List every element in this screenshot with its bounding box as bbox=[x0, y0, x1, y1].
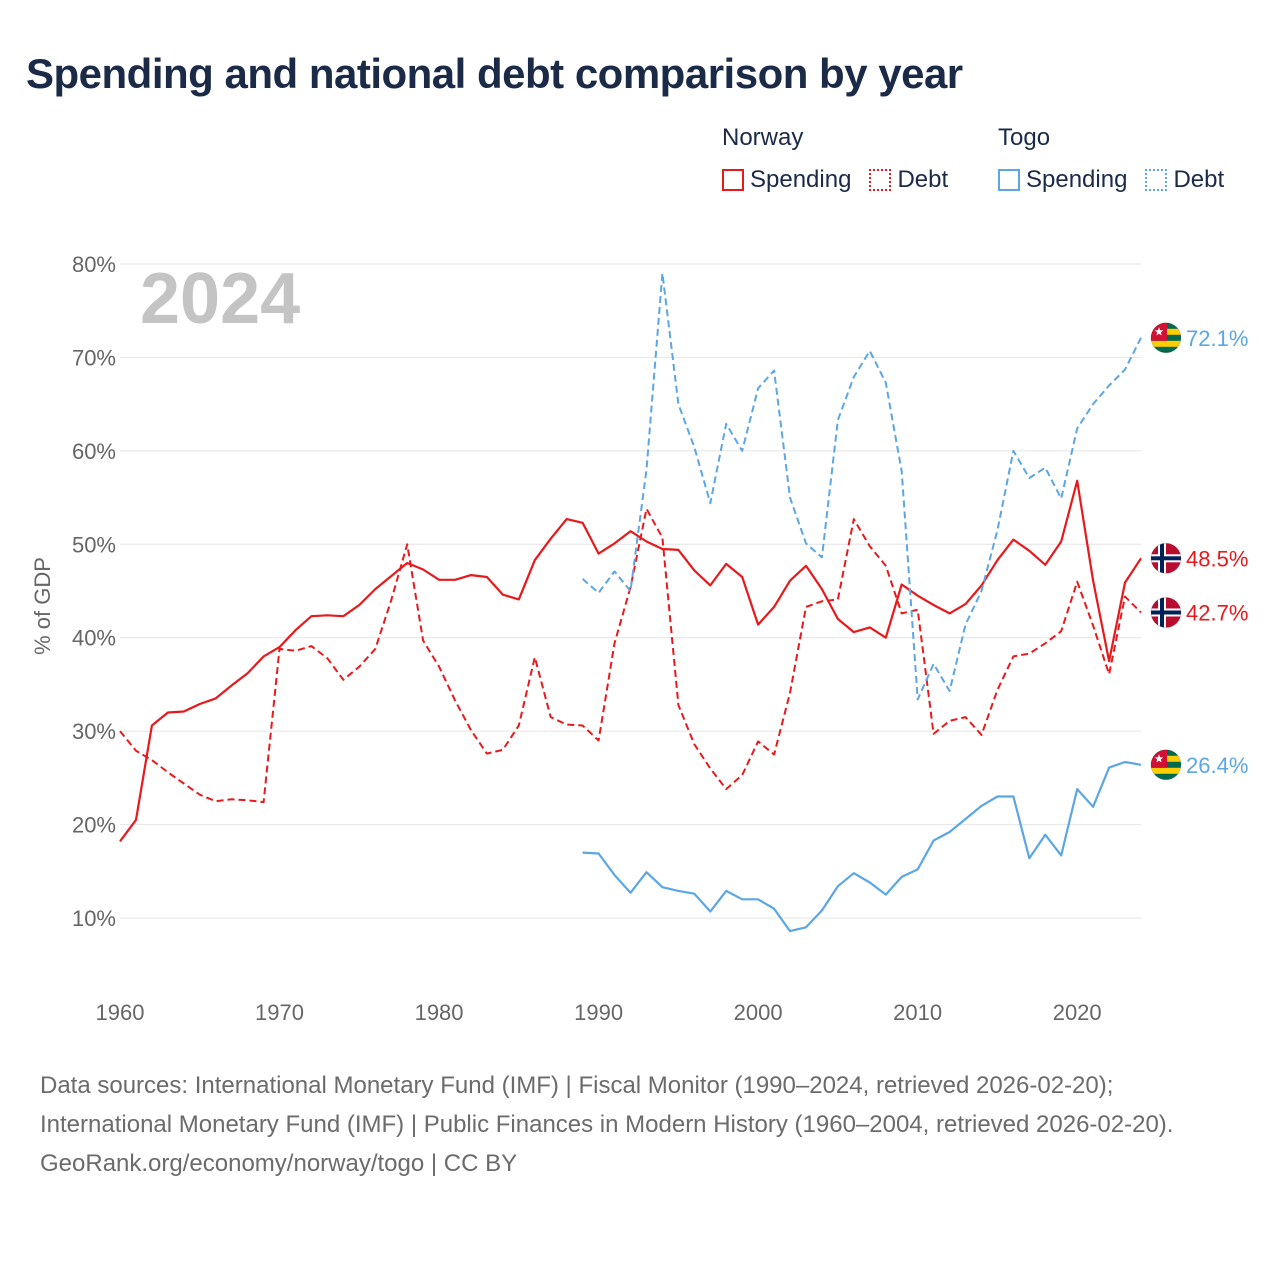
norway-spending-end-label: 48.5% bbox=[1186, 546, 1248, 571]
norway-flag-icon bbox=[1150, 542, 1182, 574]
legend-item-label: Debt bbox=[1173, 166, 1225, 193]
chart-title: Spending and national debt comparison by… bbox=[26, 50, 963, 97]
togo-flag-icon bbox=[1150, 322, 1182, 354]
x-tick-label: 2010 bbox=[893, 1000, 942, 1025]
norway-spending-line bbox=[119, 479, 1142, 843]
y-tick-label: 50% bbox=[72, 532, 116, 557]
togo-spending-line bbox=[582, 760, 1142, 933]
y-tick-label: 60% bbox=[72, 439, 116, 464]
legend-group-title: Norway bbox=[722, 124, 804, 151]
norway-flag-icon bbox=[1150, 596, 1182, 628]
y-tick-label: 40% bbox=[72, 626, 116, 651]
x-tick-label: 2000 bbox=[734, 1000, 783, 1025]
togo-debt-end-label: 72.1% bbox=[1186, 326, 1248, 351]
x-tick-label: 1960 bbox=[96, 1000, 145, 1025]
y-tick-label: 30% bbox=[72, 719, 116, 744]
legend-item-label: Debt bbox=[897, 166, 949, 193]
footer: Data sources: International Monetary Fun… bbox=[40, 1066, 1240, 1183]
year-watermark: 2024 bbox=[140, 259, 301, 339]
legend-group-norway: Norway Spending Debt bbox=[722, 124, 966, 194]
legend-group-togo: Togo Spending Debt bbox=[998, 124, 1224, 194]
x-tick-label: 1970 bbox=[255, 1000, 304, 1025]
norway-debt-line bbox=[119, 507, 1142, 804]
y-tick-label: 80% bbox=[72, 252, 116, 277]
togo-spending-end-label: 26.4% bbox=[1186, 753, 1248, 778]
y-tick-label: 70% bbox=[72, 345, 116, 370]
data-sources-note: Data sources: International Monetary Fun… bbox=[40, 1072, 1174, 1138]
legend-item-label: Spending bbox=[1026, 166, 1128, 193]
x-tick-label: 1990 bbox=[574, 1000, 623, 1025]
legend-item-norway-spending[interactable]: Spending bbox=[722, 166, 851, 194]
legend-item-togo-spending[interactable]: Spending bbox=[998, 166, 1127, 194]
legend-swatch-solid bbox=[722, 169, 744, 191]
x-tick-label: 1980 bbox=[415, 1000, 464, 1025]
y-axis-label: % of GDP bbox=[30, 557, 55, 655]
y-tick-label: 20% bbox=[72, 813, 116, 838]
line-chart: 10% 20% 30% 40% 50% 60% 70% 80% 1960 1970 1980 1990… bbox=[30, 252, 1248, 1025]
norway-debt-end-label: 42.7% bbox=[1186, 600, 1248, 625]
x-tick-label: 2020 bbox=[1053, 1000, 1102, 1025]
togo-debt-line bbox=[581, 272, 1142, 701]
legend-item-togo-debt[interactable]: Debt bbox=[1145, 166, 1224, 194]
togo-flag-icon bbox=[1150, 749, 1182, 781]
legend-item-norway-debt[interactable]: Debt bbox=[869, 166, 948, 194]
credit-link[interactable]: GeoRank.org/economy/norway/togo | CC BY bbox=[40, 1150, 518, 1177]
legend-swatch-dotted bbox=[869, 169, 892, 191]
legend-item-label: Spending bbox=[750, 166, 852, 193]
legend-group-title: Togo bbox=[998, 124, 1051, 151]
y-tick-label: 10% bbox=[72, 906, 116, 931]
legend-swatch-solid bbox=[998, 169, 1020, 191]
legend-swatch-dotted bbox=[1145, 169, 1168, 191]
